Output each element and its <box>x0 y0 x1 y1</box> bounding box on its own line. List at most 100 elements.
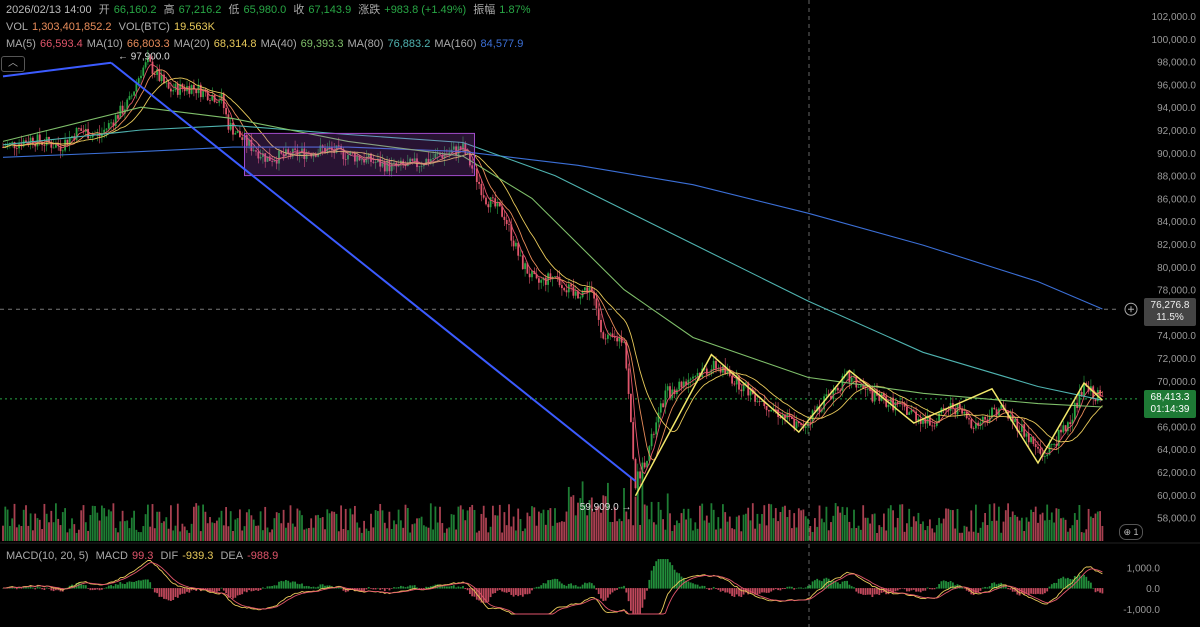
candle-body <box>1064 425 1067 432</box>
volume-bar <box>480 513 483 541</box>
candle-body <box>682 381 685 388</box>
volume-bar <box>563 521 566 541</box>
candle-body <box>510 224 513 241</box>
volume-bar <box>839 512 842 541</box>
candle-body <box>577 291 579 299</box>
macd-histogram-bar <box>1080 576 1083 589</box>
ma-value-2: 68,314.8 <box>213 38 257 50</box>
volume-bar <box>176 503 179 541</box>
macd-histogram-bar <box>174 588 177 597</box>
candle-body <box>245 135 248 146</box>
candle-body <box>344 159 347 160</box>
candle-body <box>1034 444 1037 448</box>
volume-bar <box>715 529 717 541</box>
chevron-up-icon[interactable]: ︿ <box>1 56 25 72</box>
candle-body <box>749 390 752 396</box>
volume-bar <box>84 522 87 541</box>
macd-histogram-bar <box>827 578 830 589</box>
volume-bar <box>719 528 722 541</box>
candle-body <box>547 273 549 285</box>
candle-body <box>236 130 239 134</box>
candle-body <box>459 146 462 150</box>
candle-body <box>968 418 970 420</box>
macd-histogram-bar <box>167 588 170 601</box>
macd-histogram-bar <box>646 588 648 591</box>
macd-histogram-bar <box>216 588 218 592</box>
candle-body <box>432 158 434 160</box>
volume-bar <box>620 521 623 541</box>
volume-bar <box>1044 520 1046 541</box>
candle-body <box>758 401 761 402</box>
macd-histogram-bar <box>43 588 46 591</box>
volume-bar <box>395 524 398 541</box>
volume-bar <box>777 521 779 541</box>
candle-body <box>526 263 529 274</box>
candle-body <box>855 376 858 388</box>
macd-histogram-bar <box>358 588 361 591</box>
macd-histogram-bar <box>377 587 379 589</box>
macd-histogram-bar <box>607 588 609 598</box>
macd-histogram-bar <box>515 588 517 595</box>
macd-histogram-bar <box>501 588 503 592</box>
macd-histogram-bar <box>666 559 669 589</box>
macd-histogram-bar <box>255 588 257 591</box>
candle-body <box>61 150 64 152</box>
candle-body <box>933 425 936 427</box>
macd-histogram-bar <box>768 588 770 593</box>
volume-bar <box>271 529 273 541</box>
macd-histogram-bar <box>924 588 927 591</box>
volume-bar <box>768 503 770 541</box>
macd-histogram-bar <box>1087 580 1090 589</box>
volume-bar <box>938 517 940 541</box>
macd-histogram-bar <box>935 587 938 589</box>
volume-bar <box>986 525 989 541</box>
candle-body <box>501 206 503 217</box>
volume-bar <box>342 528 345 541</box>
candle-body <box>975 422 977 429</box>
candle-body <box>954 408 957 415</box>
candle-body <box>337 145 340 147</box>
macd-histogram-bar <box>926 587 929 589</box>
volume-bar <box>692 530 694 541</box>
macd-histogram-bar <box>32 587 34 589</box>
price-tick-label: 94,000.0 <box>1157 103 1196 114</box>
candle-body <box>133 91 135 96</box>
macd-histogram-bar <box>452 585 455 589</box>
macd-label: MACD(10, 20, 5) <box>6 550 89 562</box>
candle-body <box>193 85 195 89</box>
ma-10-line <box>3 69 1103 461</box>
volume-bar <box>137 532 140 541</box>
macd-histogram-bar <box>1046 588 1049 592</box>
candle-body <box>107 123 110 129</box>
volume-bar <box>170 505 172 541</box>
macd-histogram-bar <box>899 588 901 590</box>
price-tick-label: 92,000.0 <box>1157 126 1196 137</box>
candle-body <box>112 122 115 127</box>
volume-bar <box>837 506 839 541</box>
macd-histogram-bar <box>13 587 16 589</box>
macd-histogram-bar <box>804 587 807 589</box>
volume-bar <box>521 531 524 541</box>
candle-body <box>151 61 154 74</box>
macd-histogram-bar <box>416 587 418 589</box>
candle-body <box>896 402 899 404</box>
volume-bar <box>1101 525 1104 541</box>
volume-bar <box>901 504 904 541</box>
volume-bar <box>814 518 816 541</box>
candle-body <box>22 140 25 147</box>
candle-body <box>363 159 365 163</box>
price-tick-label: 62,000.0 <box>1157 468 1196 479</box>
macd-histogram-bar <box>485 588 487 603</box>
macd-histogram-bar <box>673 569 676 589</box>
volume-bar <box>420 516 423 541</box>
candle-body <box>328 147 331 149</box>
volume-bar <box>804 516 807 541</box>
candle-body <box>754 394 756 402</box>
macd-histogram-bar <box>758 588 761 594</box>
candle-body <box>726 370 729 374</box>
volume-bar <box>406 508 409 541</box>
volume-bar <box>758 523 761 541</box>
macd-histogram-bar <box>52 588 55 592</box>
globe-icon[interactable]: ⊕ 1 <box>1119 524 1143 540</box>
